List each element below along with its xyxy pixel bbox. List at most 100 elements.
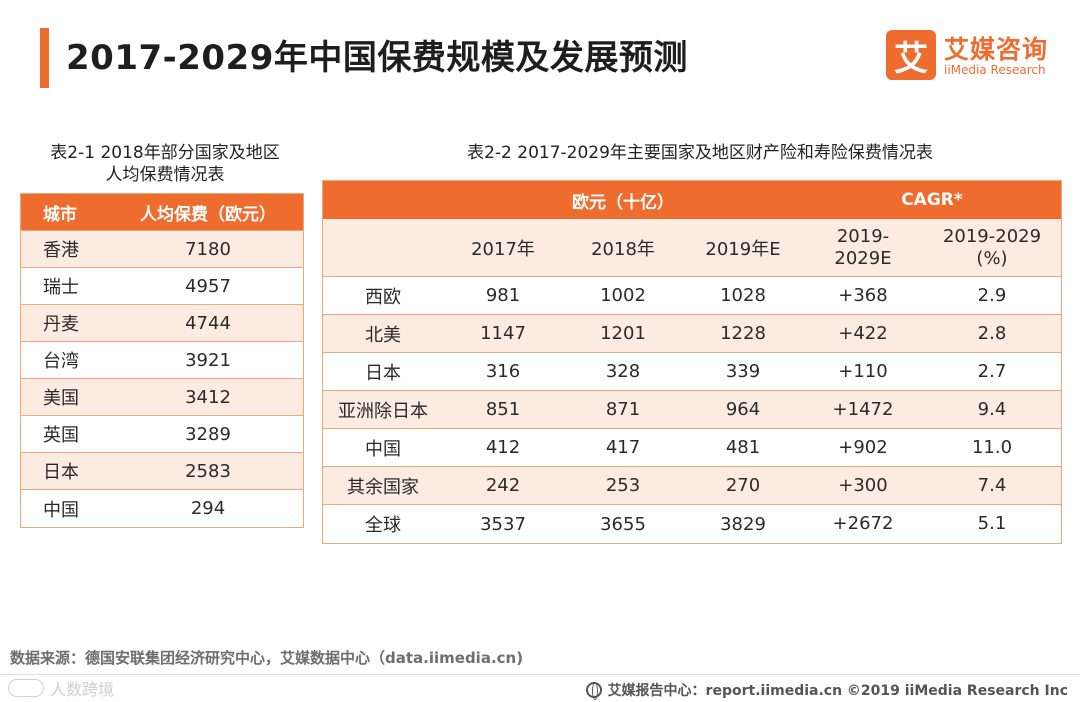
subheader-pct: 2019-2029 (%) — [923, 219, 1061, 276]
logo-subtitle: iiMedia Research — [944, 63, 1046, 77]
cell-value: 3289 — [185, 423, 231, 445]
table-row: 丹麦 4744 — [21, 305, 303, 342]
cell-diff: +300 — [838, 474, 888, 496]
subheader-pct-line1: 2019-2029 — [942, 225, 1042, 247]
footer: 艾媒报告中心：report.iimedia.cn ©2019 iiMedia R… — [585, 680, 1068, 700]
footer-divider — [0, 674, 1080, 675]
cell-2017: 3537 — [480, 513, 526, 535]
cell-diff: +902 — [838, 436, 888, 458]
cell-pct: 2.7 — [977, 360, 1007, 382]
cell-2018: 3655 — [600, 513, 646, 535]
table-header-row: 城市 人均保费（欧元） — [21, 194, 303, 231]
cell-2018: 1002 — [600, 285, 646, 306]
cell-2019e: 1228 — [720, 323, 766, 344]
cell-2017: 981 — [485, 285, 521, 306]
globe-icon — [585, 682, 602, 700]
cell-value: 3412 — [185, 386, 231, 408]
cell-region: 英国 — [43, 425, 79, 446]
cell-diff: +110 — [838, 360, 888, 382]
table-row: 台湾 3921 — [21, 342, 303, 379]
column-header-city: 城市 — [43, 204, 77, 225]
table-row: 美国 3412 — [21, 379, 303, 416]
cell-2019e: 964 — [725, 399, 761, 420]
subheader-2017: 2017年 — [471, 238, 535, 260]
cell-2018: 417 — [605, 437, 641, 458]
cell-diff: +422 — [838, 322, 888, 344]
table1-caption-line1: 表2-1 2018年部分国家及地区 — [50, 143, 280, 163]
group-header-euro: 欧元（十亿） — [572, 192, 674, 213]
cell-region: 美国 — [43, 388, 79, 409]
watermark-text: 人数跨境 — [50, 680, 115, 699]
logo-name: 艾媒咨询 — [944, 35, 1049, 64]
subheader-2019e: 2019年E — [705, 238, 781, 260]
cell-2017: 242 — [485, 475, 521, 496]
table-row: 中国 412 417 481 +902 11.0 — [323, 429, 1061, 467]
table-row: 瑞士 4957 — [21, 268, 303, 305]
cell-region: 中国 — [43, 499, 79, 521]
cell-value: 4957 — [185, 275, 231, 297]
data-source-note: 数据来源：德国安联集团经济研究中心，艾媒数据中心（data.iimedia.cn… — [10, 649, 524, 667]
table2-caption: 表2-2 2017-2029年主要国家及地区财产险和寿险保费情况表 — [467, 143, 933, 163]
cell-2019e: 339 — [725, 361, 761, 382]
cell-2019e: 3829 — [720, 513, 766, 535]
table-row: 其余国家 242 253 270 +300 7.4 — [323, 467, 1061, 505]
footer-text: 艾媒报告中心：report.iimedia.cn ©2019 iiMedia R… — [607, 683, 1068, 699]
subheader-diff: 2019- 2029E — [803, 219, 923, 276]
table-row: 亚洲除日本 851 871 964 +1472 9.4 — [323, 391, 1061, 429]
cell-2017: 412 — [485, 437, 521, 458]
per-capita-premium-table: 城市 人均保费（欧元） 香港 7180 瑞士 4957 丹麦 4744 台湾 3… — [20, 193, 304, 528]
cell-2018: 328 — [605, 361, 641, 382]
watermark-icon — [8, 679, 44, 697]
cell-region: 台湾 — [43, 351, 79, 372]
table-row: 全球 3537 3655 3829 +2672 5.1 — [323, 505, 1061, 543]
cell-region: 日本 — [365, 362, 401, 384]
cell-2017: 1147 — [480, 323, 526, 344]
cell-2017: 316 — [485, 361, 521, 382]
column-header-premium: 人均保费（欧元） — [140, 204, 276, 225]
table-row: 西欧 981 1002 1028 +368 2.9 — [323, 277, 1061, 315]
title-accent-bar — [40, 28, 49, 88]
cell-diff: +1472 — [832, 398, 894, 420]
watermark: 人数跨境 — [8, 676, 114, 700]
subheader-diff-line1: 2019- — [836, 225, 890, 247]
brand-logo: 艾 艾媒咨询 iiMedia Research — [886, 30, 1066, 82]
table-row: 日本 2583 — [21, 453, 303, 490]
subheader-pct-line2: (%) — [976, 247, 1008, 269]
cell-2018: 253 — [605, 475, 641, 496]
cell-region: 全球 — [365, 515, 401, 536]
cell-region: 亚洲除日本 — [338, 400, 428, 422]
cell-pct: 2.8 — [977, 322, 1007, 344]
cell-pct: 11.0 — [971, 436, 1013, 458]
cell-region: 中国 — [365, 438, 401, 460]
cell-region: 其余国家 — [347, 476, 419, 498]
cell-region: 丹麦 — [43, 314, 79, 335]
cell-diff: +368 — [838, 284, 888, 306]
subheader-2018: 2018年 — [591, 238, 655, 260]
cell-2019e: 270 — [725, 475, 761, 496]
cell-region: 香港 — [43, 240, 79, 261]
cell-value: 294 — [190, 498, 226, 519]
subheader-diff-line2: 2029E — [834, 247, 892, 269]
cell-region: 日本 — [43, 462, 79, 483]
cell-2018: 871 — [605, 399, 641, 420]
table-row: 香港 7180 — [21, 231, 303, 268]
table-row: 英国 3289 — [21, 416, 303, 453]
table-row: 日本 316 328 339 +110 2.7 — [323, 353, 1061, 391]
cell-region: 北美 — [365, 324, 401, 346]
cell-pct: 7.4 — [977, 474, 1007, 496]
group-header-cagr: CAGR* — [901, 190, 963, 210]
table-row: 北美 1147 1201 1228 +422 2.8 — [323, 315, 1061, 353]
table-group-header-row: 欧元（十亿） CAGR* — [323, 181, 1061, 219]
table1-caption-line2: 人均保费情况表 — [105, 165, 225, 185]
cell-diff: +2672 — [832, 513, 894, 534]
table-row: 中国 294 — [21, 490, 303, 527]
cell-2017: 851 — [485, 399, 521, 420]
cell-2019e: 481 — [725, 437, 761, 458]
cell-2019e: 1028 — [720, 285, 766, 306]
premium-forecast-table: 欧元（十亿） CAGR* 2017年 2018年 2019年E 2019- 202… — [322, 180, 1062, 544]
page-title: 2017-2029年中国保费规模及发展预测 — [66, 38, 688, 78]
cell-value: 3921 — [185, 349, 231, 371]
cell-pct: 2.9 — [977, 284, 1007, 306]
cell-value: 7180 — [185, 238, 231, 260]
cell-value: 4744 — [185, 312, 231, 334]
